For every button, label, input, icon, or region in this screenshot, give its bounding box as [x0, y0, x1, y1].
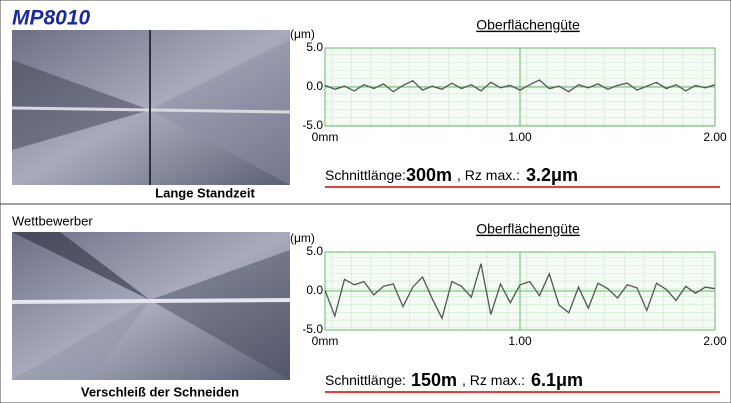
y-axis-label: (μm): [290, 231, 315, 245]
length: 150m: [411, 370, 457, 390]
caption: Verschleiß der Schneiden: [81, 384, 239, 399]
length: 300m: [406, 165, 452, 185]
x-tick-label: 0mm: [312, 130, 339, 144]
product-title: MP8010: [12, 7, 91, 30]
x-tick-label: 2.00: [703, 130, 727, 144]
y-tick-label: 0.0: [306, 79, 323, 93]
product-title: Wettbewerber: [12, 213, 93, 228]
chart-title: Oberflächengüte: [476, 17, 580, 33]
result-label: , Rz max.:: [457, 167, 520, 183]
rz: 6.1μm: [531, 370, 583, 390]
x-tick-label: 2.00: [703, 334, 727, 348]
result-label: , Rz max.:: [462, 372, 525, 388]
figure: MP8010 Lange Standzeit Wettbewerber Vers…: [0, 0, 731, 403]
caption: Lange Standzeit: [155, 185, 255, 200]
y-tick-label: 0.0: [306, 283, 323, 297]
result: Schnittlänge: 150m , Rz max.: 6.1μm: [325, 370, 583, 390]
x-tick-label: 1.00: [508, 334, 532, 348]
x-tick-label: 1.00: [508, 130, 532, 144]
y-tick-label: 5.0: [306, 244, 323, 258]
chart-title: Oberflächengüte: [476, 221, 580, 237]
result-label: Schnittlänge:: [325, 372, 406, 388]
y-tick-label: 5.0: [306, 40, 323, 54]
y-axis-label: (μm): [290, 27, 315, 41]
result: Schnittlänge:300m , Rz max.: 3.2μm: [325, 165, 578, 185]
result-label: Schnittlänge:: [325, 167, 406, 183]
rz: 3.2μm: [526, 165, 578, 185]
photo: [12, 232, 290, 380]
x-tick-label: 0mm: [312, 334, 339, 348]
photo: [12, 30, 290, 185]
